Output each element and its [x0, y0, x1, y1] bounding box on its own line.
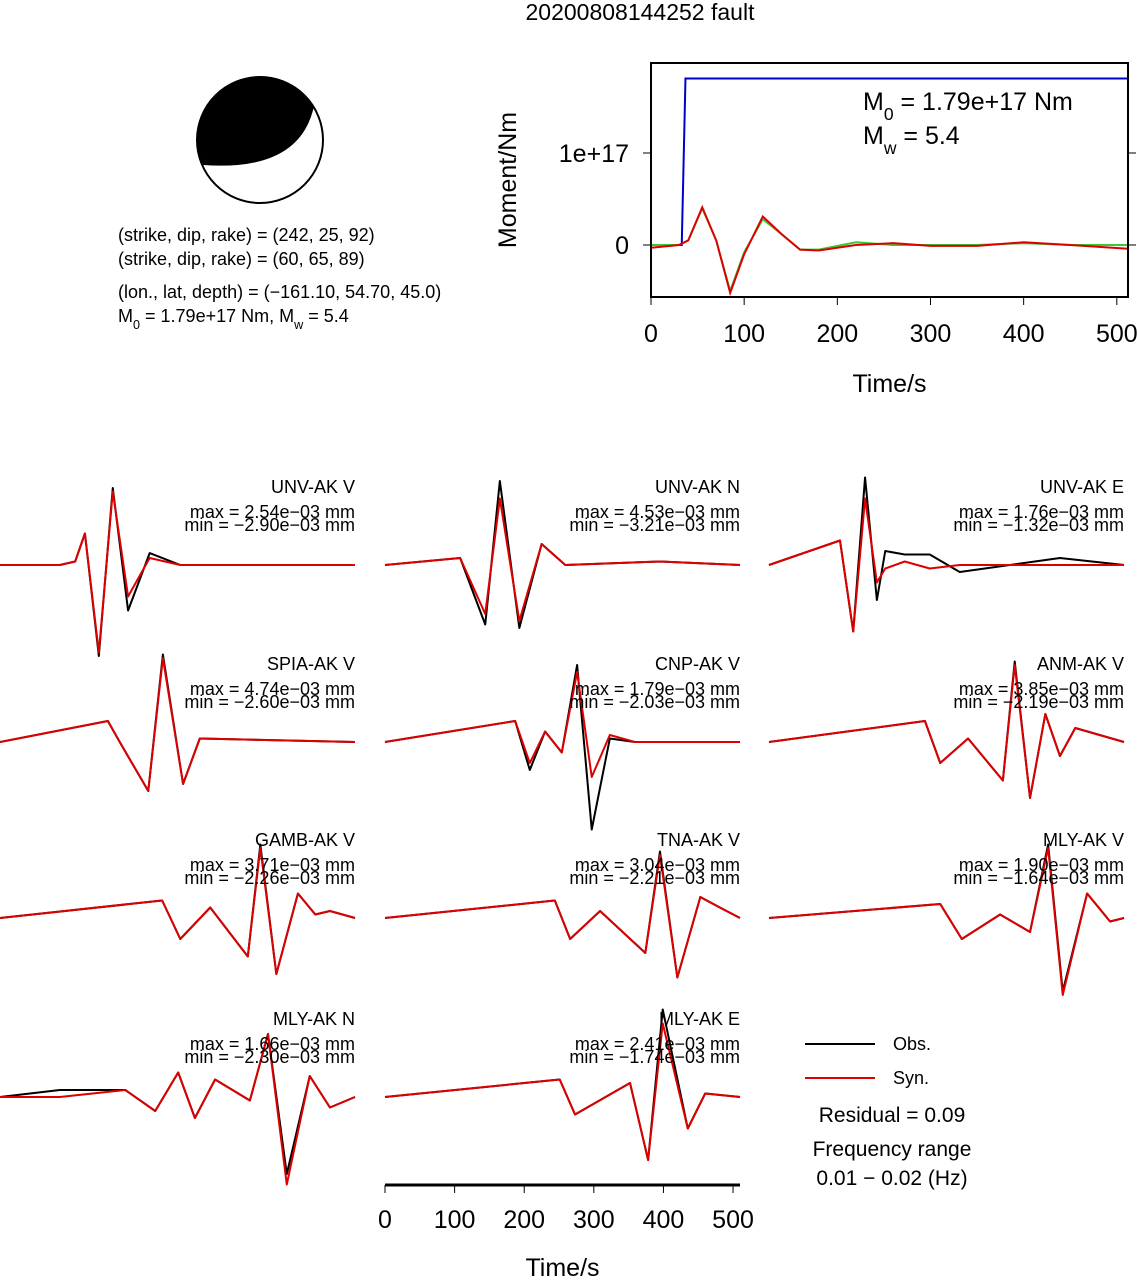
- text-part: M: [863, 88, 884, 116]
- mechanism-text: (lon., lat, depth) = (−161.10, 54.70, 45…: [118, 282, 441, 302]
- text-part: M: [118, 306, 133, 326]
- syn-trace: [768, 847, 1125, 996]
- x-tick-label: 100: [434, 1206, 476, 1234]
- min-label: min = −3.21e−03 mm: [569, 515, 740, 535]
- text-part: = 1.79e+17 Nm, M: [140, 306, 294, 326]
- text-part: = 5.4: [303, 306, 349, 326]
- station-name: GAMB-AK V: [255, 830, 355, 850]
- max-label: max = 2.41e−03 mm: [575, 1034, 740, 1054]
- x-tick-label: 500: [1096, 320, 1137, 348]
- min-label: min = −2.21e−03 mm: [569, 868, 740, 888]
- text-part: (strike, dip, rake) = (60, 65, 89): [118, 249, 365, 269]
- text-part: = 5.4: [896, 122, 959, 150]
- syn-trace: [0, 490, 355, 654]
- annotation: Mw = 5.4: [863, 122, 960, 158]
- legend-label: Syn.: [893, 1068, 929, 1088]
- max-label: max = 1.66e−03 mm: [190, 1034, 355, 1054]
- syn-trace: [384, 854, 741, 979]
- x-axis-label: Time/s: [852, 370, 926, 398]
- x-tick-label: 200: [503, 1206, 545, 1234]
- subscript: 0: [884, 104, 894, 124]
- station-name: MLY-AK E: [659, 1009, 740, 1029]
- min-label: min = −2.90e−03 mm: [184, 515, 355, 535]
- station-name: SPIA-AK V: [267, 654, 355, 674]
- x-tick-label: 0: [644, 320, 658, 348]
- syn-trace: [0, 1033, 356, 1186]
- max-label: max = 1.90e−03 mm: [959, 855, 1124, 875]
- x-tick-label: 100: [723, 320, 765, 348]
- subscript: w: [883, 138, 897, 158]
- legend-label: Obs.: [893, 1034, 931, 1054]
- note: Frequency range: [813, 1138, 972, 1161]
- max-label: max = 3.71e−03 mm: [190, 855, 355, 875]
- min-label: min = −2.19e−03 mm: [953, 692, 1124, 712]
- beachball: [196, 76, 324, 204]
- max-label: max = 3.85e−03 mm: [959, 679, 1124, 699]
- min-label: min = −2.30e−03 mm: [184, 1047, 355, 1067]
- syn-trace: [384, 497, 741, 622]
- annotation: M0 = 1.79e+17 Nm: [863, 88, 1073, 124]
- x-tick-label: 400: [643, 1206, 685, 1234]
- y-axis-label: Moment/Nm: [494, 112, 522, 248]
- syn-trace: [384, 1022, 741, 1161]
- subscript: 0: [133, 318, 140, 332]
- station-name: MLY-AK V: [1043, 830, 1124, 850]
- min-label: min = −2.03e−03 mm: [569, 692, 740, 712]
- x-tick-label: 300: [910, 320, 952, 348]
- mechanism-text: (strike, dip, rake) = (242, 25, 92): [118, 225, 375, 245]
- syn-trace: [0, 657, 356, 792]
- obs-trace: [0, 653, 356, 792]
- syn-trace: [768, 497, 1124, 633]
- x-tick-label: 400: [1003, 320, 1045, 348]
- min-label: min = −1.32e−03 mm: [953, 515, 1124, 535]
- max-label: max = 3.04e−03 mm: [575, 855, 740, 875]
- mechanism-text: (strike, dip, rake) = (60, 65, 89): [118, 249, 365, 269]
- subscript: w: [293, 318, 304, 332]
- min-label: min = −1.64e−03 mm: [953, 868, 1124, 888]
- min-label: min = −2.26e−03 mm: [184, 868, 355, 888]
- x-axis-label: Time/s: [525, 1254, 599, 1281]
- mechanism-text: M0 = 1.79e+17 Nm, Mw = 5.4: [118, 306, 349, 332]
- max-label: max = 1.76e−03 mm: [959, 502, 1124, 522]
- text-part: = 1.79e+17 Nm: [894, 88, 1073, 116]
- syn-trace: [384, 671, 740, 778]
- y-tick-label: 1e+17: [559, 140, 629, 168]
- text-part: M: [863, 122, 884, 150]
- max-label: max = 4.53e−03 mm: [575, 502, 740, 522]
- figure-title: 20200808144252 fault: [526, 0, 756, 25]
- text-part: (lon., lat, depth) = (−161.10, 54.70, 45…: [118, 282, 441, 302]
- syn-trace: [0, 847, 356, 975]
- max-label: max = 1.79e−03 mm: [575, 679, 740, 699]
- x-tick-label: 0: [378, 1206, 392, 1234]
- x-tick-label: 200: [816, 320, 858, 348]
- max-label: max = 4.74e−03 mm: [190, 679, 355, 699]
- obs-trace: [768, 476, 1125, 633]
- moment-line: [650, 204, 1129, 297]
- station-name: TNA-AK V: [657, 830, 740, 850]
- x-tick-label: 300: [573, 1206, 615, 1234]
- station-name: UNV-AK V: [271, 477, 355, 497]
- plot-frame: [650, 62, 1129, 298]
- station-name: ANM-AK V: [1037, 654, 1124, 674]
- station-name: MLY-AK N: [273, 1009, 355, 1029]
- text-part: (strike, dip, rake) = (242, 25, 92): [118, 225, 375, 245]
- station-name: UNV-AK E: [1040, 477, 1124, 497]
- station-name: UNV-AK N: [655, 477, 740, 497]
- min-label: min = −1.74e−03 mm: [569, 1047, 740, 1067]
- note: 0.01 − 0.02 (Hz): [816, 1167, 967, 1190]
- note: Residual = 0.09: [819, 1104, 966, 1127]
- y-tick-label: 0: [615, 232, 629, 260]
- syn-trace: [768, 664, 1125, 799]
- station-name: CNP-AK V: [655, 654, 740, 674]
- moment-line: [651, 205, 1128, 295]
- min-label: min = −2.60e−03 mm: [184, 692, 355, 712]
- max-label: max = 2.54e−03 mm: [190, 502, 355, 522]
- x-tick-label: 500: [712, 1206, 754, 1234]
